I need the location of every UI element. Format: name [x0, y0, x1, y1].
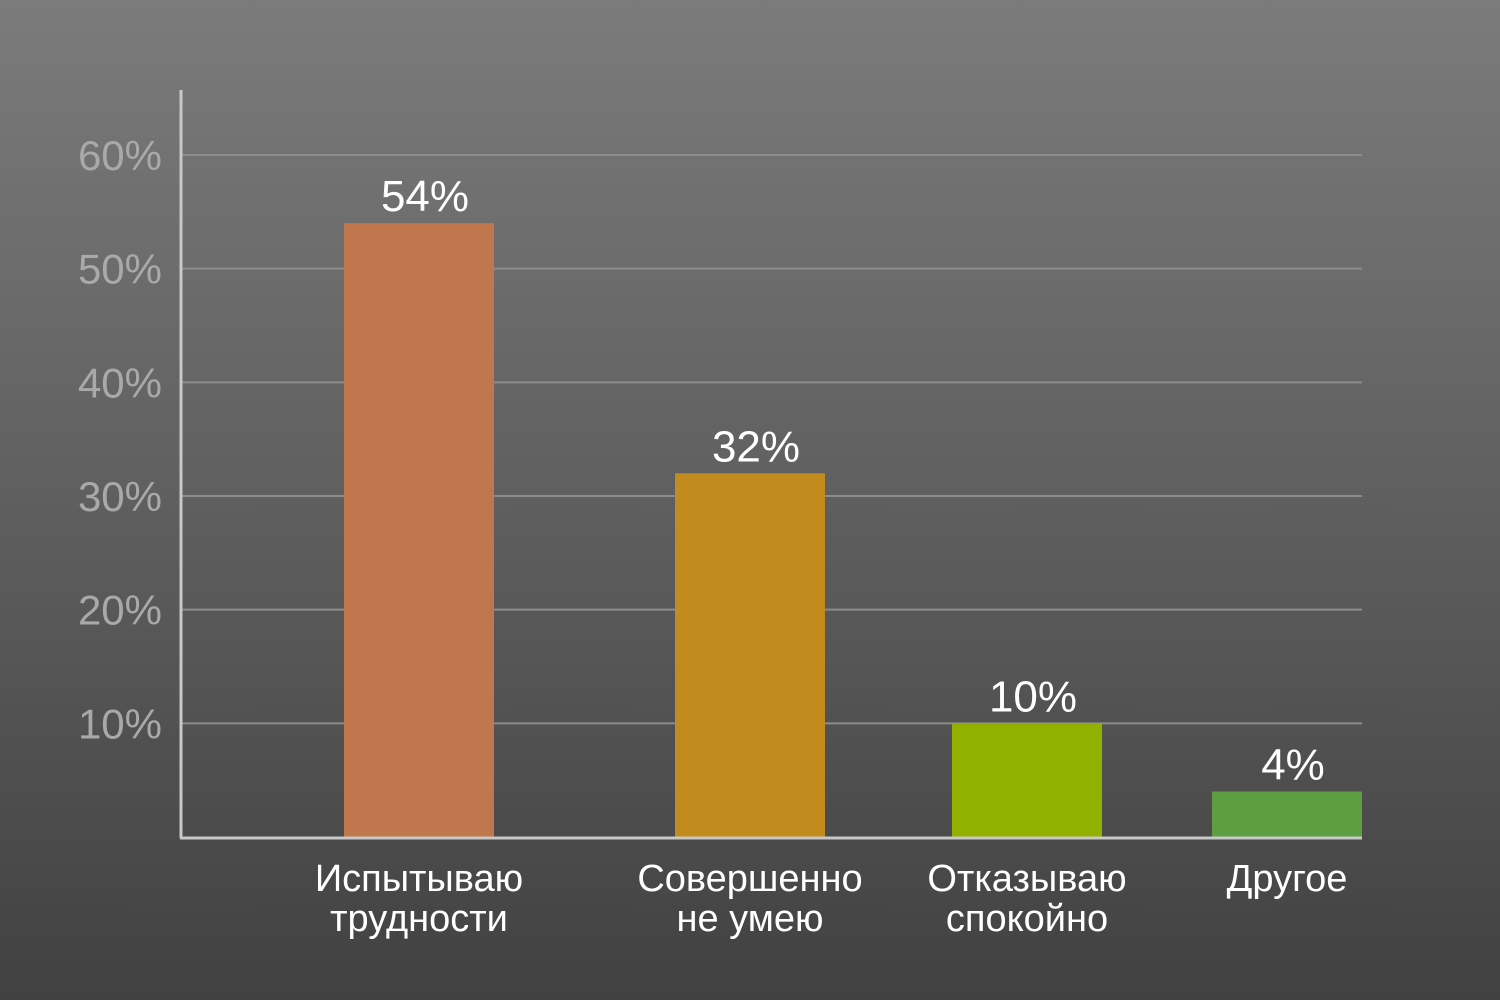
bar: [344, 223, 494, 837]
category-label: трудности: [330, 898, 508, 940]
y-tick-label: 10%: [78, 700, 162, 747]
category-label: Совершенно: [637, 858, 862, 900]
category-label: спокойно: [946, 898, 1108, 940]
y-axis-tick-labels: 10% 20% 30% 40% 50% 60%: [78, 132, 162, 747]
y-tick-label: 40%: [78, 359, 162, 406]
category-label: Другое: [1227, 858, 1348, 900]
bar: [675, 473, 825, 837]
bar-value-label: 10%: [989, 672, 1077, 721]
bar-value-label: 32%: [712, 422, 800, 471]
y-tick-label: 20%: [78, 587, 162, 634]
bars: [344, 223, 1362, 837]
bar-value-label: 54%: [381, 172, 469, 221]
category-label: Испытываю: [315, 858, 523, 900]
y-tick-label: 50%: [78, 246, 162, 293]
value-labels: 54% 32% 10% 4%: [381, 172, 1325, 789]
category-label: Отказываю: [927, 858, 1126, 900]
y-tick-label: 30%: [78, 473, 162, 520]
bar: [952, 723, 1102, 837]
y-tick-label: 60%: [78, 132, 162, 179]
bar-value-label: 4%: [1261, 741, 1325, 790]
category-label: не умею: [676, 898, 823, 940]
bar: [1212, 791, 1362, 837]
